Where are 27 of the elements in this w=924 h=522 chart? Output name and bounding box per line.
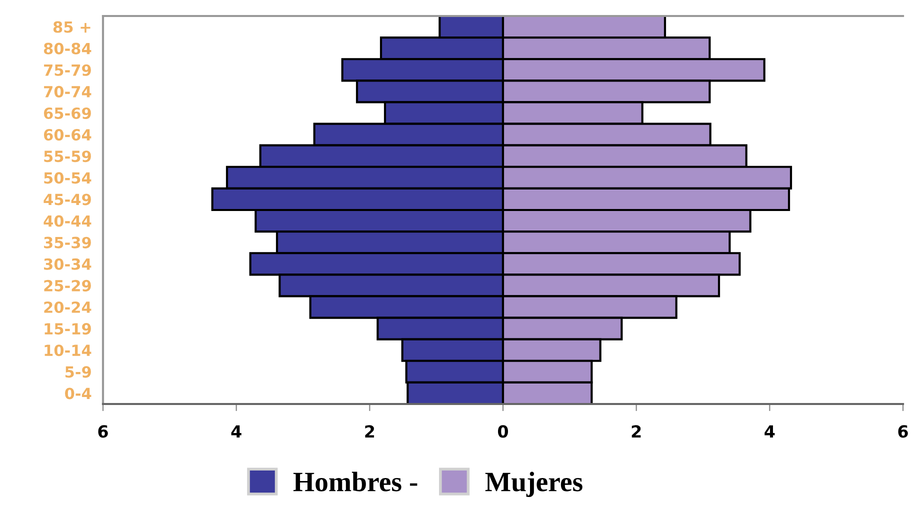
x-tick-label: 4: [231, 425, 242, 438]
x-tick-label: 0: [498, 425, 508, 438]
y-tick-label: 50-54: [44, 172, 92, 184]
x-tick-label: 6: [898, 425, 908, 438]
y-tick-label: 20-24: [44, 301, 92, 314]
y-tick-label: 40-44: [44, 215, 92, 227]
y-tick-label: 55-59: [44, 150, 91, 162]
y-tick-label: 80-84: [44, 42, 92, 54]
x-tick-label: 2: [632, 425, 641, 438]
y-tick-label: 75-79: [44, 64, 91, 76]
y-tick-label: 65-69: [44, 107, 91, 120]
y-tick-label: 5-9: [65, 366, 91, 378]
y-tick-label: 60-64: [44, 129, 92, 141]
y-tick-label: 70-74: [44, 86, 92, 98]
legend-label: Hombres -: [293, 472, 418, 492]
y-tick-label: 10-14: [44, 344, 92, 356]
y-tick-label: 30-34: [44, 258, 92, 270]
x-tick-label: 2: [365, 425, 374, 438]
y-tick-label: 0-4: [65, 388, 92, 400]
y-tick-label: 45-49: [44, 194, 91, 206]
legend-label: Mujeres: [485, 472, 582, 497]
x-tick-label: 4: [764, 425, 775, 438]
y-tick-label: 85 +: [53, 21, 90, 33]
y-tick-label: 35-39: [44, 236, 91, 248]
x-tick-label: 6: [98, 425, 108, 438]
y-tick-label: 15-19: [44, 323, 91, 335]
y-tick-label: 25-29: [44, 280, 91, 292]
